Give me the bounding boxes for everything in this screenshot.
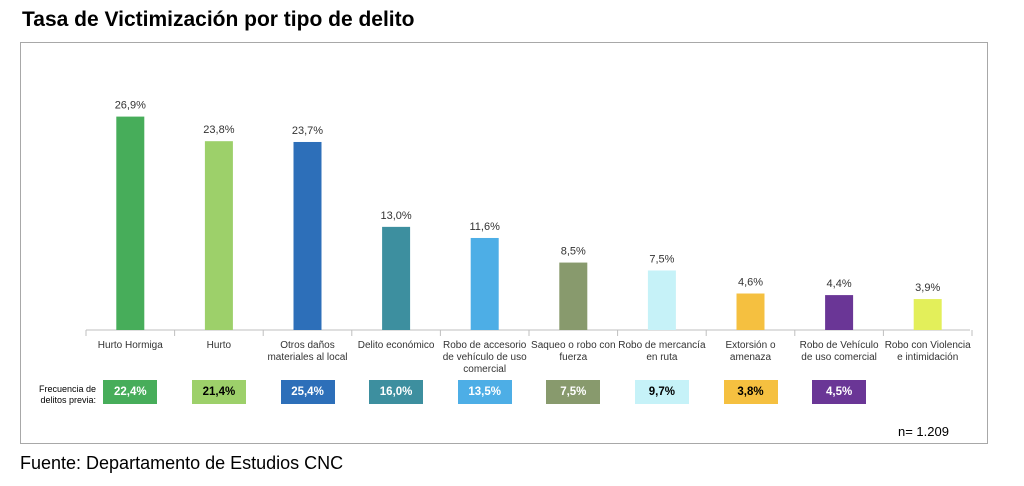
category-label: Delito económico bbox=[357, 340, 435, 351]
category-label: Robo de accesorio de vehículo de uso com… bbox=[442, 340, 527, 375]
previous-frequency-value: 3,8% bbox=[723, 380, 778, 404]
bar bbox=[559, 262, 588, 330]
bar-value-label: 4,4% bbox=[827, 278, 852, 290]
source-note: Fuente: Departamento de Estudios CNC bbox=[20, 453, 344, 473]
bar bbox=[736, 293, 765, 330]
chart-title: Tasa de Victimización por tipo de delito bbox=[22, 8, 415, 31]
chart-frame bbox=[20, 42, 988, 444]
previous-frequency-value: 13,5% bbox=[457, 380, 512, 404]
bar bbox=[825, 295, 854, 330]
category-label: Robo de mercancía en ruta bbox=[618, 340, 706, 363]
category-label: Hurto bbox=[206, 340, 232, 351]
bar-value-label: 23,7% bbox=[292, 125, 323, 137]
bar-value-label: 23,8% bbox=[203, 124, 234, 136]
category-label: Robo con Violencia e intimidación bbox=[884, 340, 971, 363]
bar-value-label: 13,0% bbox=[380, 210, 411, 222]
bar-value-label: 3,9% bbox=[915, 282, 940, 294]
previous-frequency-value: 22,4% bbox=[103, 380, 158, 404]
previous-frequency-value: 16,0% bbox=[369, 380, 424, 404]
bar bbox=[293, 141, 322, 330]
bar bbox=[204, 141, 233, 330]
bar-value-label: 26,9% bbox=[115, 100, 146, 112]
bar-value-label: 7,5% bbox=[649, 254, 674, 266]
bar-value-label: 8,5% bbox=[561, 246, 586, 258]
category-label: Extorsión o amenaza bbox=[725, 340, 776, 363]
category-label: Hurto Hormiga bbox=[97, 340, 163, 351]
category-label: Otros daños materiales al local bbox=[267, 340, 348, 363]
bar bbox=[913, 299, 942, 330]
category-label: Robo de Vehículo de uso comercial bbox=[799, 340, 879, 363]
previous-frequency-value: 9,7% bbox=[634, 380, 689, 404]
bar bbox=[647, 270, 676, 330]
bar bbox=[470, 237, 499, 330]
previous-frequency-value: 25,4% bbox=[280, 380, 335, 404]
previous-frequency-label: Frecuencia de delitos previa: bbox=[38, 384, 96, 405]
bar bbox=[116, 116, 145, 331]
previous-frequency-value: 4,5% bbox=[812, 380, 867, 404]
bar bbox=[382, 226, 411, 330]
bar-value-label: 4,6% bbox=[738, 277, 763, 289]
previous-frequency-value: 21,4% bbox=[191, 380, 246, 404]
bar-value-label: 11,6% bbox=[470, 221, 501, 233]
previous-frequency-value: 7,5% bbox=[546, 380, 601, 404]
sample-size-note: n= 1.209 bbox=[898, 424, 949, 439]
category-label: Saqueo o robo con fuerza bbox=[531, 340, 616, 363]
